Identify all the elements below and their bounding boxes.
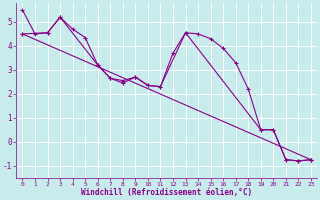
X-axis label: Windchill (Refroidissement éolien,°C): Windchill (Refroidissement éolien,°C): [81, 188, 252, 197]
